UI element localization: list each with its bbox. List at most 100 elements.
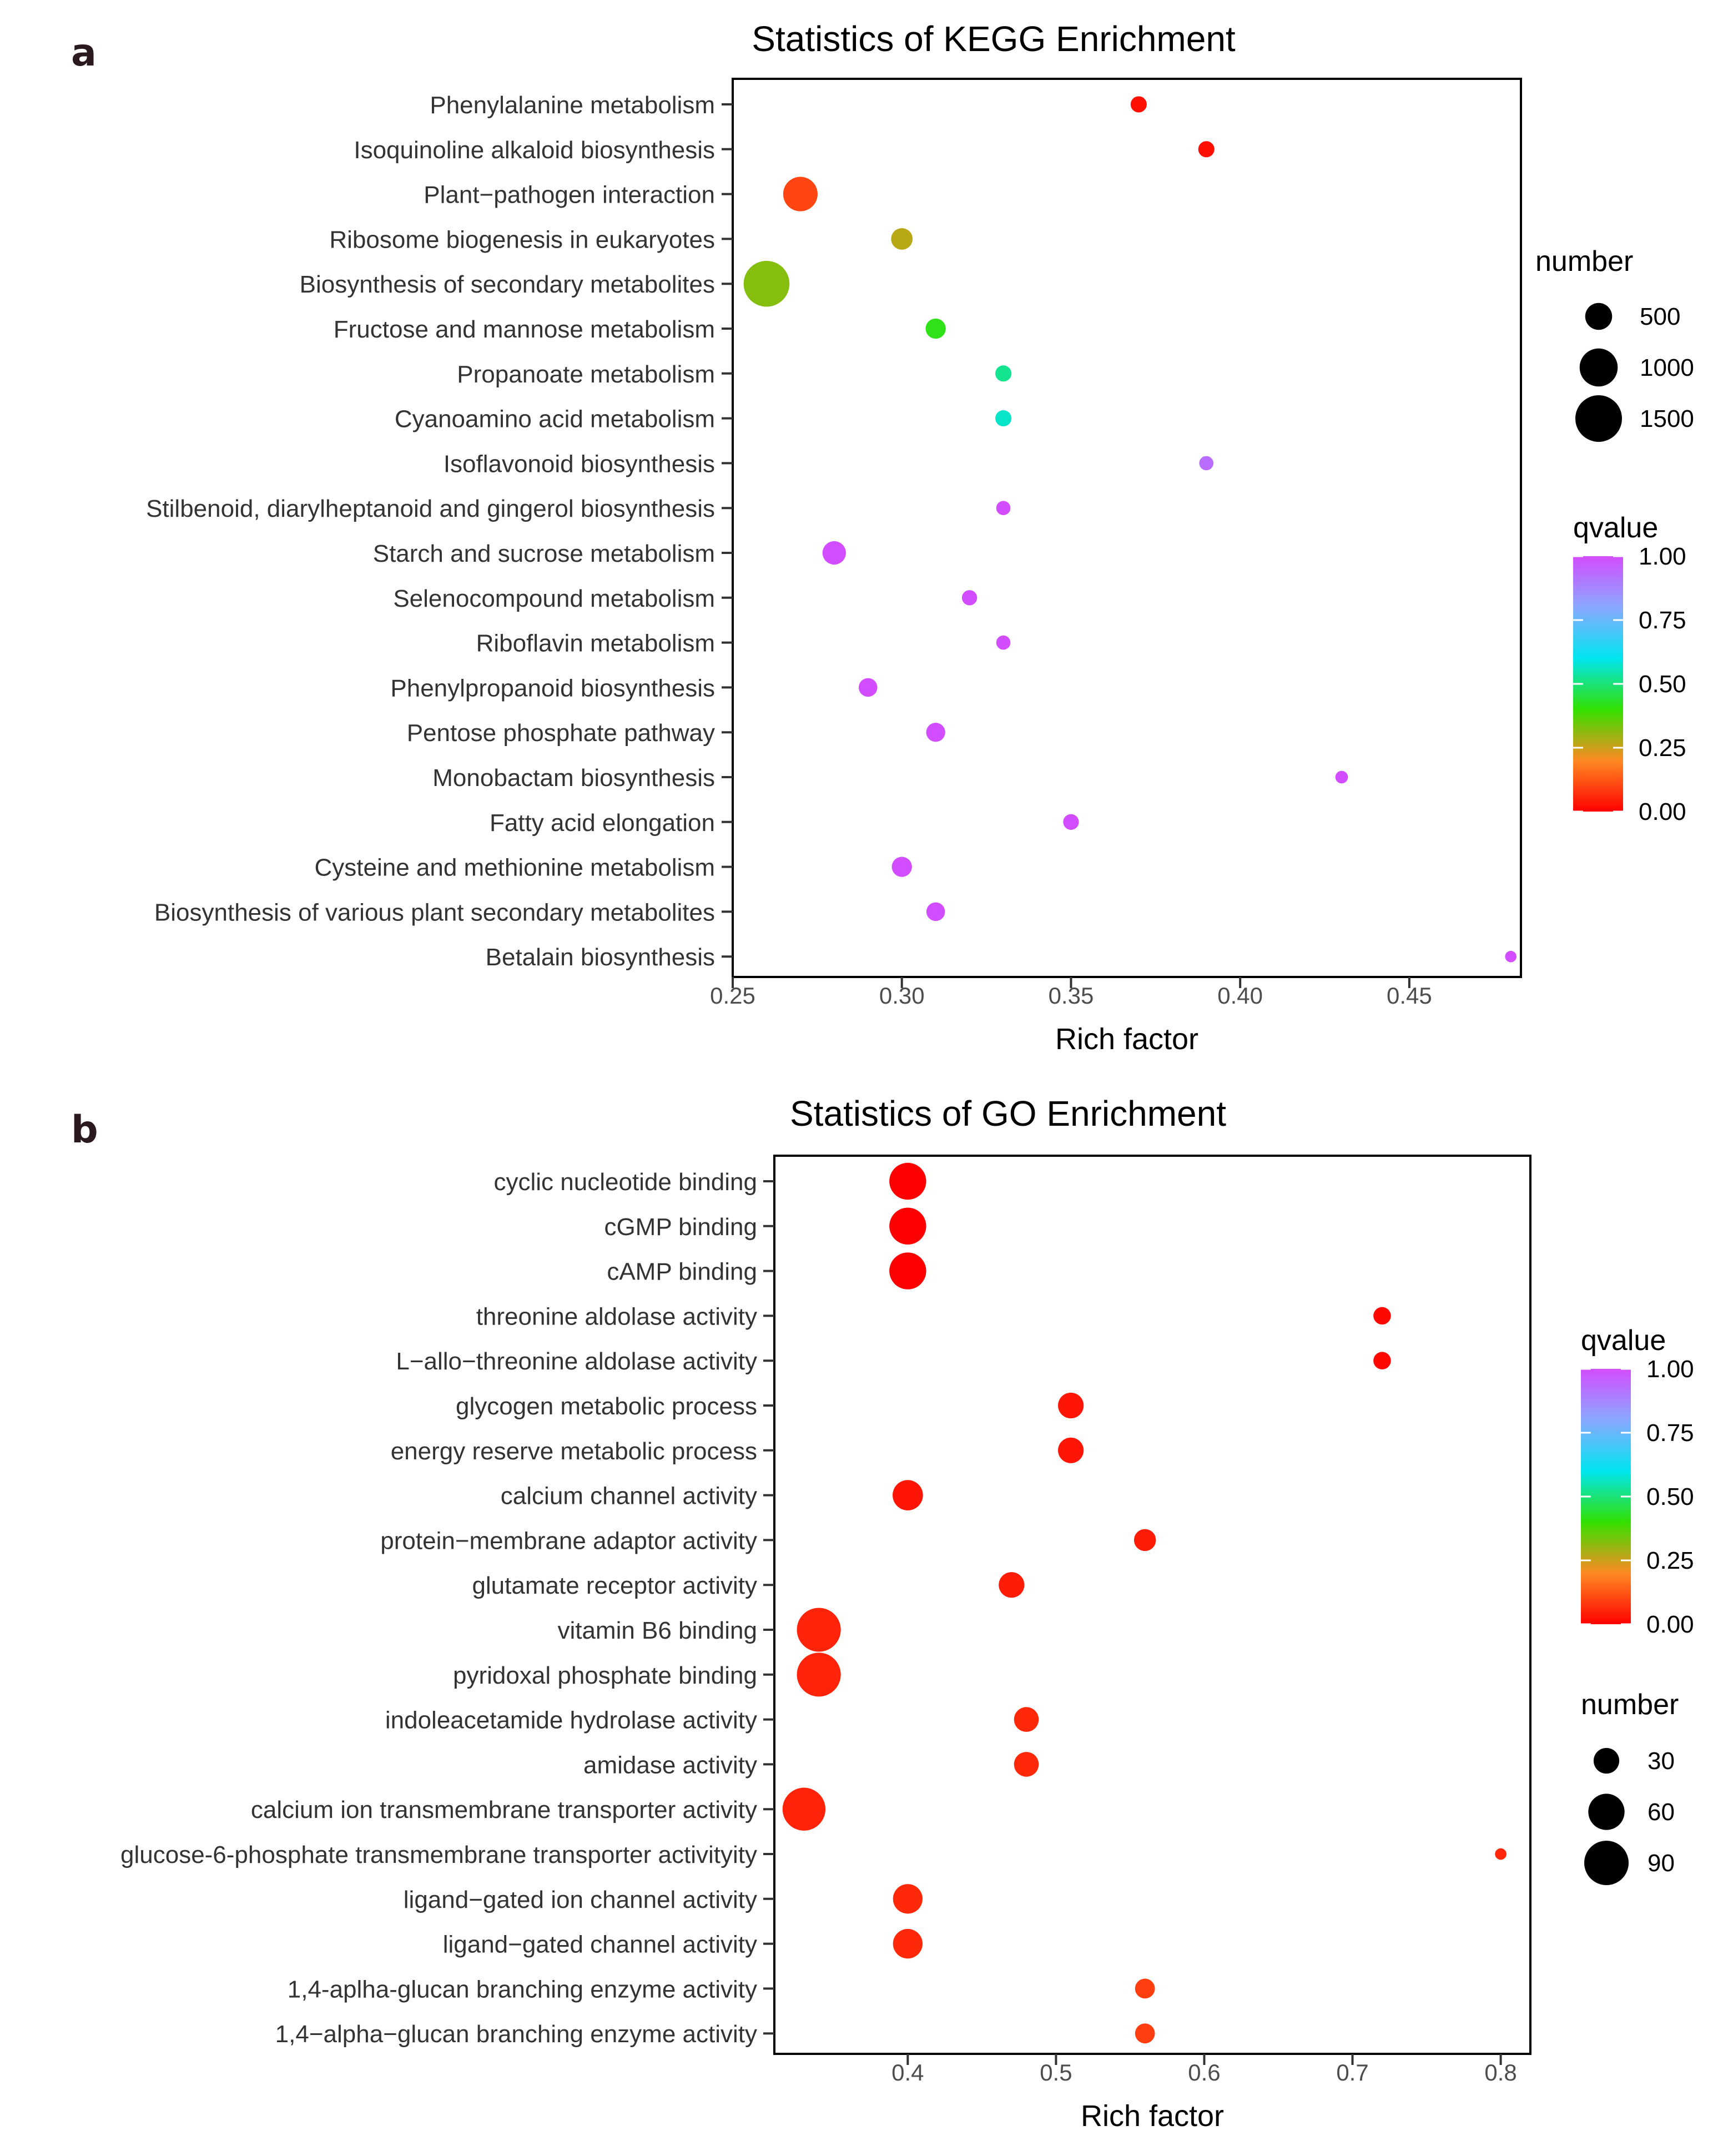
size-legend-label: 1000	[1640, 354, 1694, 381]
data-point	[858, 678, 878, 697]
colorbar-label: 0.00	[1639, 798, 1686, 825]
size-legend-kegg: number 500 1000 1500	[1535, 245, 1694, 442]
x-tick-label: 0.45	[1387, 983, 1432, 1009]
x-tick-label: 0.35	[1049, 983, 1094, 1009]
category-labels-kegg: Phenylalanine metabolism Isoquinoline alk…	[146, 92, 715, 971]
category-label: Isoflavonoid biosynthesis	[444, 450, 715, 477]
category-labels-go: cyclic nucleotide binding cGMP binding cAM…	[120, 1168, 757, 2048]
data-point	[961, 590, 978, 606]
category-label: L−allo−threonine aldolase activity	[396, 1348, 757, 1375]
category-label: Isoquinoline alkaloid biosynthesis	[354, 137, 715, 164]
size-legend-dot	[1588, 1794, 1625, 1830]
category-label: Betalain biosynthesis	[486, 944, 715, 971]
data-point	[1135, 1978, 1155, 1999]
color-legend-kegg: qvalue 1.00 0.75 0.50 0.25 0.00	[1573, 512, 1686, 825]
y-axis-ticks-go	[763, 1180, 774, 2035]
colorbar-label: 0.75	[1639, 607, 1686, 634]
data-point	[891, 857, 912, 877]
x-tick-label: 0.30	[879, 983, 925, 1009]
data-point	[889, 1162, 926, 1200]
x-tick-label: 0.6	[1188, 2059, 1220, 2086]
data-point	[926, 723, 945, 742]
category-label: Biosynthesis of secondary metabolites	[300, 271, 715, 298]
category-label: Fructose and mannose metabolism	[334, 316, 715, 343]
x-tick-label: 0.4	[891, 2059, 924, 2086]
category-label: protein−membrane adaptor activity	[380, 1527, 757, 1554]
x-tick-label: 0.8	[1484, 2059, 1517, 2086]
data-point	[1335, 770, 1348, 784]
category-label: Cysteine and methionine metabolism	[315, 854, 716, 881]
category-label: ligand−gated channel activity	[443, 1931, 757, 1958]
category-label: indoleacetamide hydrolase activity	[385, 1707, 757, 1734]
category-label: glucose-6-phosphate transmembrane transp…	[120, 1841, 757, 1868]
color-legend-title-go: qvalue	[1581, 1324, 1666, 1357]
category-label: amidase activity	[583, 1751, 757, 1779]
colorbar-label: 1.00	[1639, 543, 1686, 570]
category-label: Propanoate metabolism	[457, 361, 715, 388]
category-label: glutamate receptor activity	[472, 1572, 757, 1599]
category-label: Plant−pathogen interaction	[424, 182, 715, 209]
data-point	[1505, 950, 1517, 963]
data-point	[889, 1252, 926, 1289]
size-legend-label: 30	[1648, 1747, 1675, 1775]
x-axis-ticks-kegg: 0.25 0.30 0.35 0.40 0.45	[710, 977, 1432, 1009]
data-point	[797, 1653, 841, 1697]
size-legend-label: 500	[1640, 303, 1680, 330]
category-label: 1,4-aplha-glucan branching enzyme activi…	[288, 1976, 757, 2003]
category-label: Pentose phosphate pathway	[407, 719, 715, 747]
x-axis-title-kegg: Rich factor	[1055, 1022, 1198, 1056]
data-point	[926, 902, 945, 921]
chart-title-kegg: Statistics of KEGG Enrichment	[752, 19, 1236, 59]
category-label: cyclic nucleotide binding	[493, 1168, 757, 1196]
data-point	[893, 1480, 923, 1510]
data-point	[996, 635, 1011, 650]
kegg-panel: a Statistics of KEGG Enrichment Phenylal…	[71, 19, 1694, 1056]
data-point	[925, 318, 946, 339]
size-legend-title-go: number	[1581, 1689, 1679, 1721]
size-legend-go: number 30 60 90	[1581, 1689, 1679, 1885]
x-tick-label: 0.25	[710, 983, 755, 1009]
data-point	[1014, 1752, 1039, 1777]
size-legend-label: 60	[1648, 1799, 1675, 1826]
colorbar-label: 1.00	[1646, 1356, 1694, 1383]
category-label: Phenylalanine metabolism	[430, 92, 715, 119]
data-point	[893, 1928, 923, 1959]
category-label: Cyanoamino acid metabolism	[395, 406, 715, 433]
size-legend-dot	[1579, 348, 1618, 387]
category-label: ligand−gated ion channel activity	[404, 1886, 757, 1913]
category-label: glycogen metabolic process	[456, 1393, 757, 1420]
data-point	[743, 260, 790, 307]
panel-letter-a: a	[71, 31, 97, 75]
size-legend-dot	[1575, 395, 1622, 442]
data-points-go	[782, 1162, 1507, 2044]
size-legend-dot	[1593, 1747, 1620, 1774]
data-point	[797, 1608, 841, 1652]
data-point	[1058, 1392, 1084, 1419]
category-label: cAMP binding	[607, 1258, 757, 1286]
data-point	[995, 365, 1012, 382]
colorbar-label: 0.25	[1646, 1547, 1694, 1574]
data-point	[889, 1207, 926, 1245]
colorbar-label: 0.00	[1646, 1611, 1694, 1638]
category-label: Phenylpropanoid biosynthesis	[390, 674, 715, 702]
x-axis-ticks-go: 0.4 0.5 0.6 0.7 0.8	[891, 2054, 1517, 2086]
colorbar-label: 0.50	[1646, 1483, 1694, 1510]
data-point	[996, 501, 1011, 516]
colorbar-label: 0.50	[1639, 671, 1686, 698]
category-label: Monobactam biosynthesis	[432, 764, 715, 792]
data-point	[1373, 1352, 1391, 1369]
category-label: 1,4−alpha−glucan branching enzyme activi…	[275, 2021, 757, 2048]
colorbar-label: 0.25	[1639, 734, 1686, 762]
data-point	[1014, 1707, 1039, 1732]
size-legend-dot	[1584, 1841, 1629, 1885]
data-point	[1198, 141, 1215, 158]
category-label: cGMP binding	[604, 1213, 757, 1241]
color-legend-title-kegg: qvalue	[1573, 512, 1658, 544]
data-point	[999, 1572, 1025, 1598]
data-points-kegg	[743, 96, 1517, 963]
data-point	[995, 410, 1012, 427]
y-axis-ticks-kegg	[722, 103, 733, 958]
size-legend-title-kegg: number	[1535, 245, 1633, 278]
color-legend-go: qvalue 1.00 0.75 0.50 0.25 0.00	[1581, 1324, 1694, 1638]
